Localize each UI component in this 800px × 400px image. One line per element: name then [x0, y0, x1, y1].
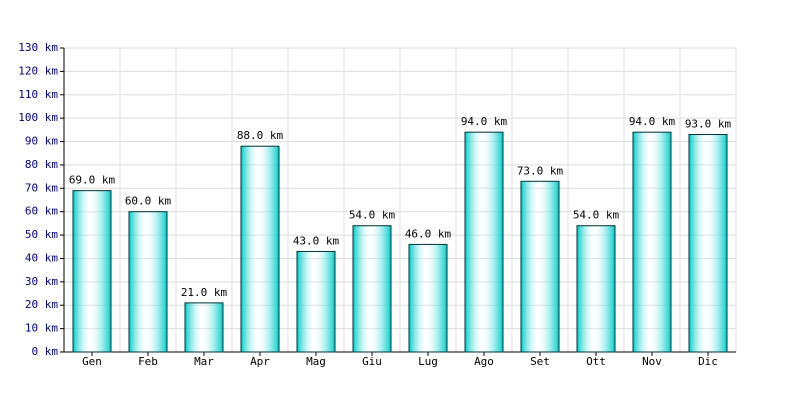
bar — [632, 131, 672, 353]
y-tick-label: 40 km — [25, 251, 58, 264]
value-label: 88.0 km — [237, 129, 284, 142]
x-tick-label: Set — [530, 355, 550, 368]
x-tick-label: Gen — [82, 355, 102, 368]
x-tick-label: Apr — [250, 355, 270, 368]
y-tick-label: 90 km — [25, 135, 58, 148]
y-tick-label: 120 km — [18, 64, 58, 77]
x-tick-label: Mar — [194, 355, 214, 368]
y-tick-label: 70 km — [25, 181, 58, 194]
value-label: 60.0 km — [125, 195, 172, 208]
value-label: 94.0 km — [629, 115, 676, 128]
y-tick-label: 100 km — [18, 111, 58, 124]
value-label: 43.0 km — [293, 234, 340, 247]
x-tick-label: Lug — [418, 355, 438, 368]
bar — [408, 243, 448, 353]
value-label: 69.0 km — [69, 174, 116, 187]
x-tick-label: Giu — [362, 355, 382, 368]
bar — [72, 190, 112, 353]
y-tick-label: 60 km — [25, 205, 58, 218]
y-tick-label: 10 km — [25, 322, 58, 335]
bar — [576, 225, 616, 353]
bar — [128, 211, 168, 353]
value-label: 46.0 km — [405, 227, 452, 240]
bar — [520, 180, 560, 353]
x-tick-label: Mag — [306, 355, 326, 368]
bar — [688, 134, 728, 353]
bar — [464, 131, 504, 353]
x-tick-label: Nov — [642, 355, 662, 368]
bar — [352, 225, 392, 353]
y-tick-label: 20 km — [25, 298, 58, 311]
value-label: 54.0 km — [573, 209, 620, 222]
value-label: 93.0 km — [685, 118, 732, 131]
y-tick-label: 110 km — [18, 88, 58, 101]
y-tick-label: 0 km — [32, 345, 59, 358]
value-label: 73.0 km — [517, 164, 564, 177]
y-tick-label: 50 km — [25, 228, 58, 241]
bar — [296, 250, 336, 353]
y-tick-label: 30 km — [25, 275, 58, 288]
value-label: 21.0 km — [181, 286, 228, 299]
y-tick-label: 130 km — [18, 41, 58, 54]
bar — [240, 145, 280, 353]
value-label: 54.0 km — [349, 209, 396, 222]
y-tick-label: 80 km — [25, 158, 58, 171]
value-label: 94.0 km — [461, 115, 508, 128]
x-tick-label: Feb — [138, 355, 158, 368]
x-tick-label: Dic — [698, 355, 718, 368]
x-tick-label: Ott — [586, 355, 606, 368]
x-tick-label: Ago — [474, 355, 494, 368]
bar — [184, 302, 224, 353]
